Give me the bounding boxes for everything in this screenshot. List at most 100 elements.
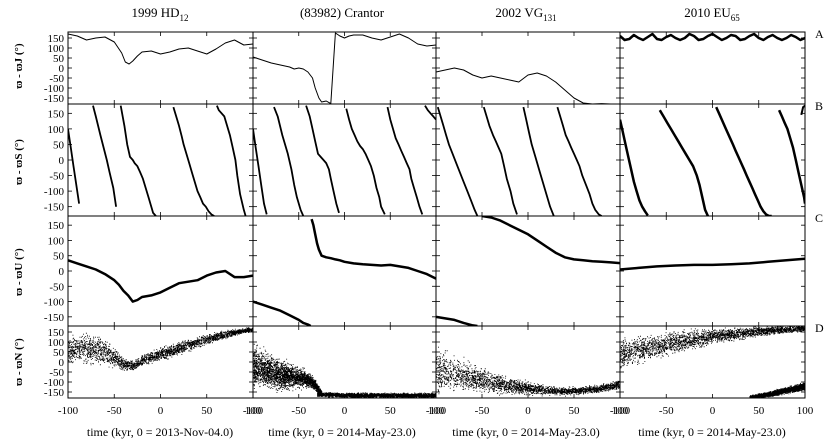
y-tick-label: 0 (59, 155, 65, 167)
y-tick-label: 100 (48, 124, 65, 136)
y-tick-label: 150 (48, 327, 65, 339)
x-axis-label-col-4: time (kyr, 0 = 2014-May-23.0) (638, 425, 786, 439)
data-marks (68, 32, 805, 398)
column-title-2010-eu65: 2010 EU65 (684, 5, 740, 23)
x-tick-label: 0 (158, 405, 164, 417)
x-tick-label: 100 (612, 405, 629, 417)
series-18-r3c2 (436, 346, 620, 397)
y-tick-label: -100 (44, 186, 65, 198)
y-axis-label-uranus: ϖ - ϖU (°) (13, 248, 25, 296)
y-tick-label: 100 (48, 235, 65, 247)
series-0-line (68, 33, 253, 65)
series-9-r2c0 (68, 259, 253, 303)
series-15-points (68, 327, 253, 371)
series-11-r2c1 (253, 300, 312, 326)
y-tick-label: 150 (48, 33, 65, 45)
row-tag-b: B (815, 99, 823, 113)
y-tick-label: -50 (49, 367, 64, 379)
x-tick-label: -50 (107, 405, 122, 417)
y-tick-label: -150 (44, 202, 65, 214)
y-tick-label: 150 (48, 220, 65, 232)
series-14-r2c3 (620, 257, 805, 271)
series-7-r1c3 (620, 106, 805, 216)
column-title-2002-vg131: 2002 VG131 (495, 5, 556, 23)
y-tick-label: 0 (59, 266, 65, 278)
series-6-line (436, 106, 603, 216)
y-tick-label: 50 (53, 347, 65, 359)
axis-ticks: -150-100-50050100150-150-100-50050100150… (44, 32, 814, 417)
series-6-r1c2 (436, 106, 603, 216)
series-1-line (253, 32, 436, 104)
series-1-r0c1 (253, 32, 436, 104)
series-5-line (253, 105, 436, 216)
series-17-points (317, 391, 436, 398)
y-tick-label: -100 (44, 297, 65, 309)
x-tick-label: 50 (569, 405, 581, 417)
series-11-line (253, 300, 312, 326)
y-tick-label: -50 (49, 281, 64, 293)
x-tick-label: -100 (243, 405, 264, 417)
y-tick-label: -50 (49, 171, 64, 183)
panel-frame-r1c1 (252, 103, 437, 217)
series-13-r2c2 (436, 315, 478, 326)
series-12-r2c2 (481, 216, 620, 265)
panel-frame-r1c3 (619, 103, 806, 217)
series-2-line (436, 67, 620, 104)
series-14-line (620, 257, 805, 271)
y-tick-label: 100 (48, 337, 65, 349)
column-title-crantor: (83982) Crantor (300, 5, 385, 20)
y-tick-label: 50 (53, 251, 65, 263)
x-tick-label: 0 (342, 405, 348, 417)
row-tag-d: D (815, 321, 824, 335)
y-tick-label: 150 (48, 108, 65, 120)
series-20-r3c3 (749, 382, 805, 398)
series-19-points (620, 326, 805, 369)
x-tick-label: 100 (797, 405, 814, 417)
series-16-r3c1 (253, 343, 323, 397)
x-tick-label: 50 (201, 405, 213, 417)
x-axis-label-col-3: time (kyr, 0 = 2014-May-23.0) (452, 425, 600, 439)
panel-frame-r0c2 (435, 31, 621, 105)
row-tag-c: C (815, 211, 823, 225)
series-20-points (749, 382, 805, 398)
x-tick-label: -100 (58, 405, 79, 417)
x-tick-label: 0 (710, 405, 716, 417)
series-10-r2c1 (310, 218, 436, 280)
series-4-r1c0 (68, 105, 247, 216)
x-axis-label-col-1: time (kyr, 0 = 2013-Nov-04.0) (87, 425, 233, 439)
x-tick-label: 50 (385, 405, 397, 417)
y-tick-label: 50 (53, 53, 65, 65)
y-tick-label: 0 (59, 357, 65, 369)
column-title-1999-hd12: 1999 HD12 (131, 5, 188, 23)
x-axis-label-col-2: time (kyr, 0 = 2014-May-23.0) (268, 425, 416, 439)
x-tick-label: -100 (426, 405, 447, 417)
y-axis-label-saturn: ϖ - ϖS (°) (13, 139, 25, 185)
series-19-r3c3 (620, 326, 805, 369)
series-2-r0c2 (436, 67, 620, 104)
x-tick-label: -100 (610, 405, 631, 417)
panel-frame-r2c3 (619, 215, 806, 327)
x-tick-label: 0 (525, 405, 531, 417)
series-16-points (253, 343, 323, 397)
series-4-line (68, 105, 247, 216)
y-tick-label: -100 (44, 83, 65, 95)
series-9-line (68, 259, 253, 303)
y-tick-label: 100 (48, 43, 65, 55)
series-15-r3c0 (68, 327, 253, 371)
x-tick-label: 50 (753, 405, 765, 417)
series-8-r1c3 (800, 104, 805, 116)
y-tick-label: 50 (53, 139, 65, 151)
series-0-r0c0 (68, 33, 253, 65)
series-8-line (800, 104, 805, 116)
panel-frame-r0c1 (252, 31, 437, 105)
y-tick-label: -150 (44, 387, 65, 399)
series-10-line (310, 218, 436, 280)
series-12-line (481, 216, 620, 265)
x-tick-label: -50 (291, 405, 306, 417)
series-18-points (436, 346, 620, 397)
x-tick-label: -50 (475, 405, 490, 417)
series-17-r3c1 (317, 391, 436, 398)
series-13-line (436, 315, 478, 326)
x-tick-label: -50 (659, 405, 674, 417)
